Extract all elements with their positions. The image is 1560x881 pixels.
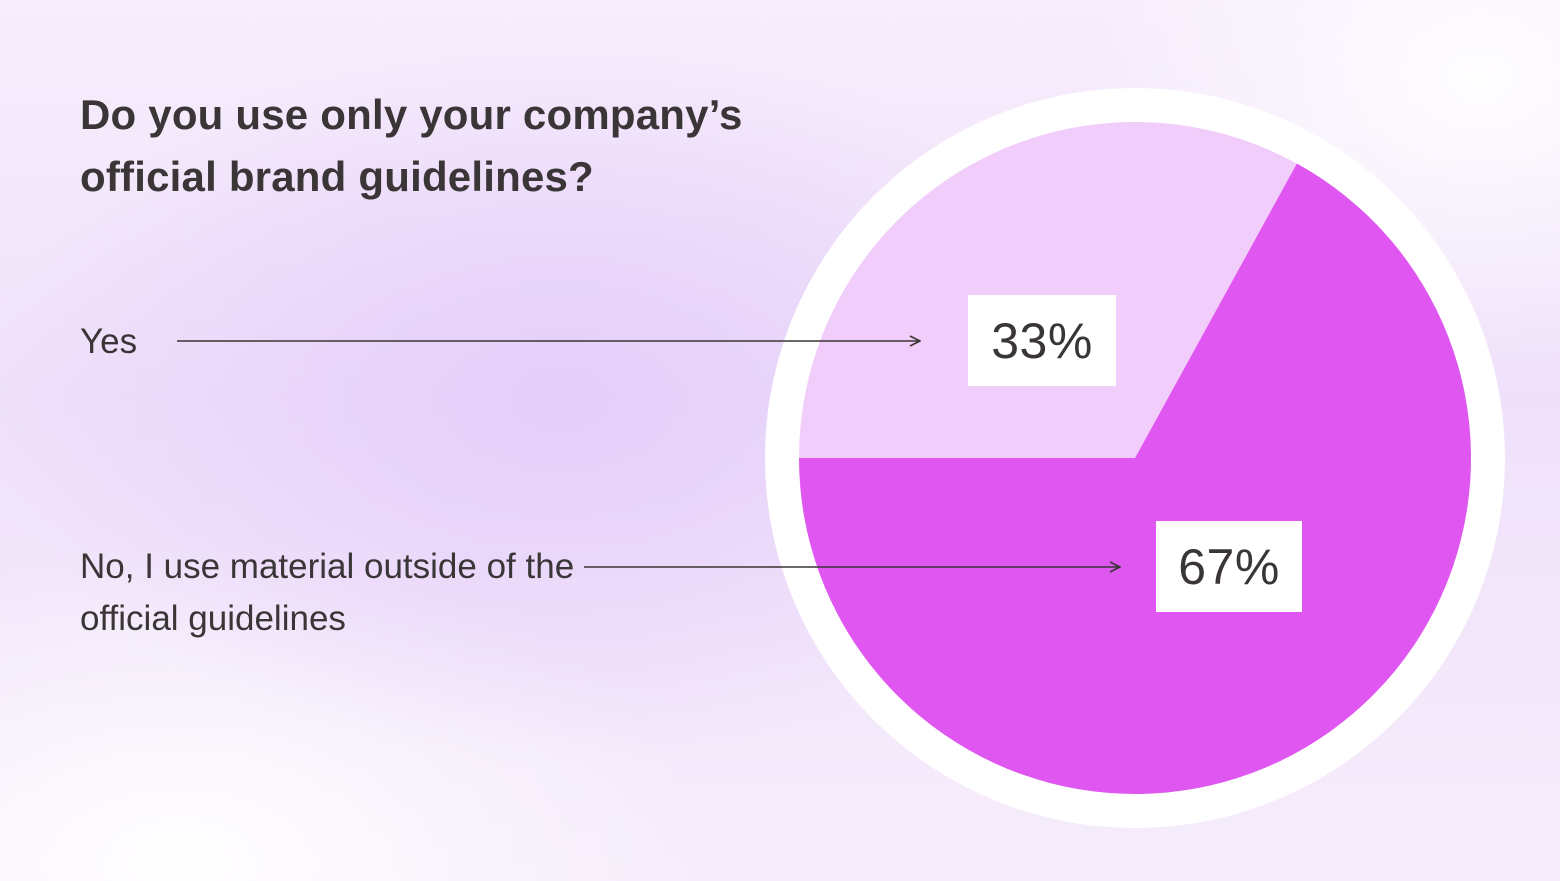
- pie-slice-yes: [799, 122, 1297, 458]
- legend-label-yes: Yes: [80, 322, 138, 361]
- slice-value-label-no: 67%: [1156, 521, 1302, 612]
- slice-value-label-yes: 33%: [968, 295, 1116, 386]
- chart-title: Do you use only your company’s official …: [80, 91, 743, 200]
- pie-slice-no: [799, 163, 1472, 794]
- legend-label-no: No, I use material outside of the offici…: [80, 547, 575, 638]
